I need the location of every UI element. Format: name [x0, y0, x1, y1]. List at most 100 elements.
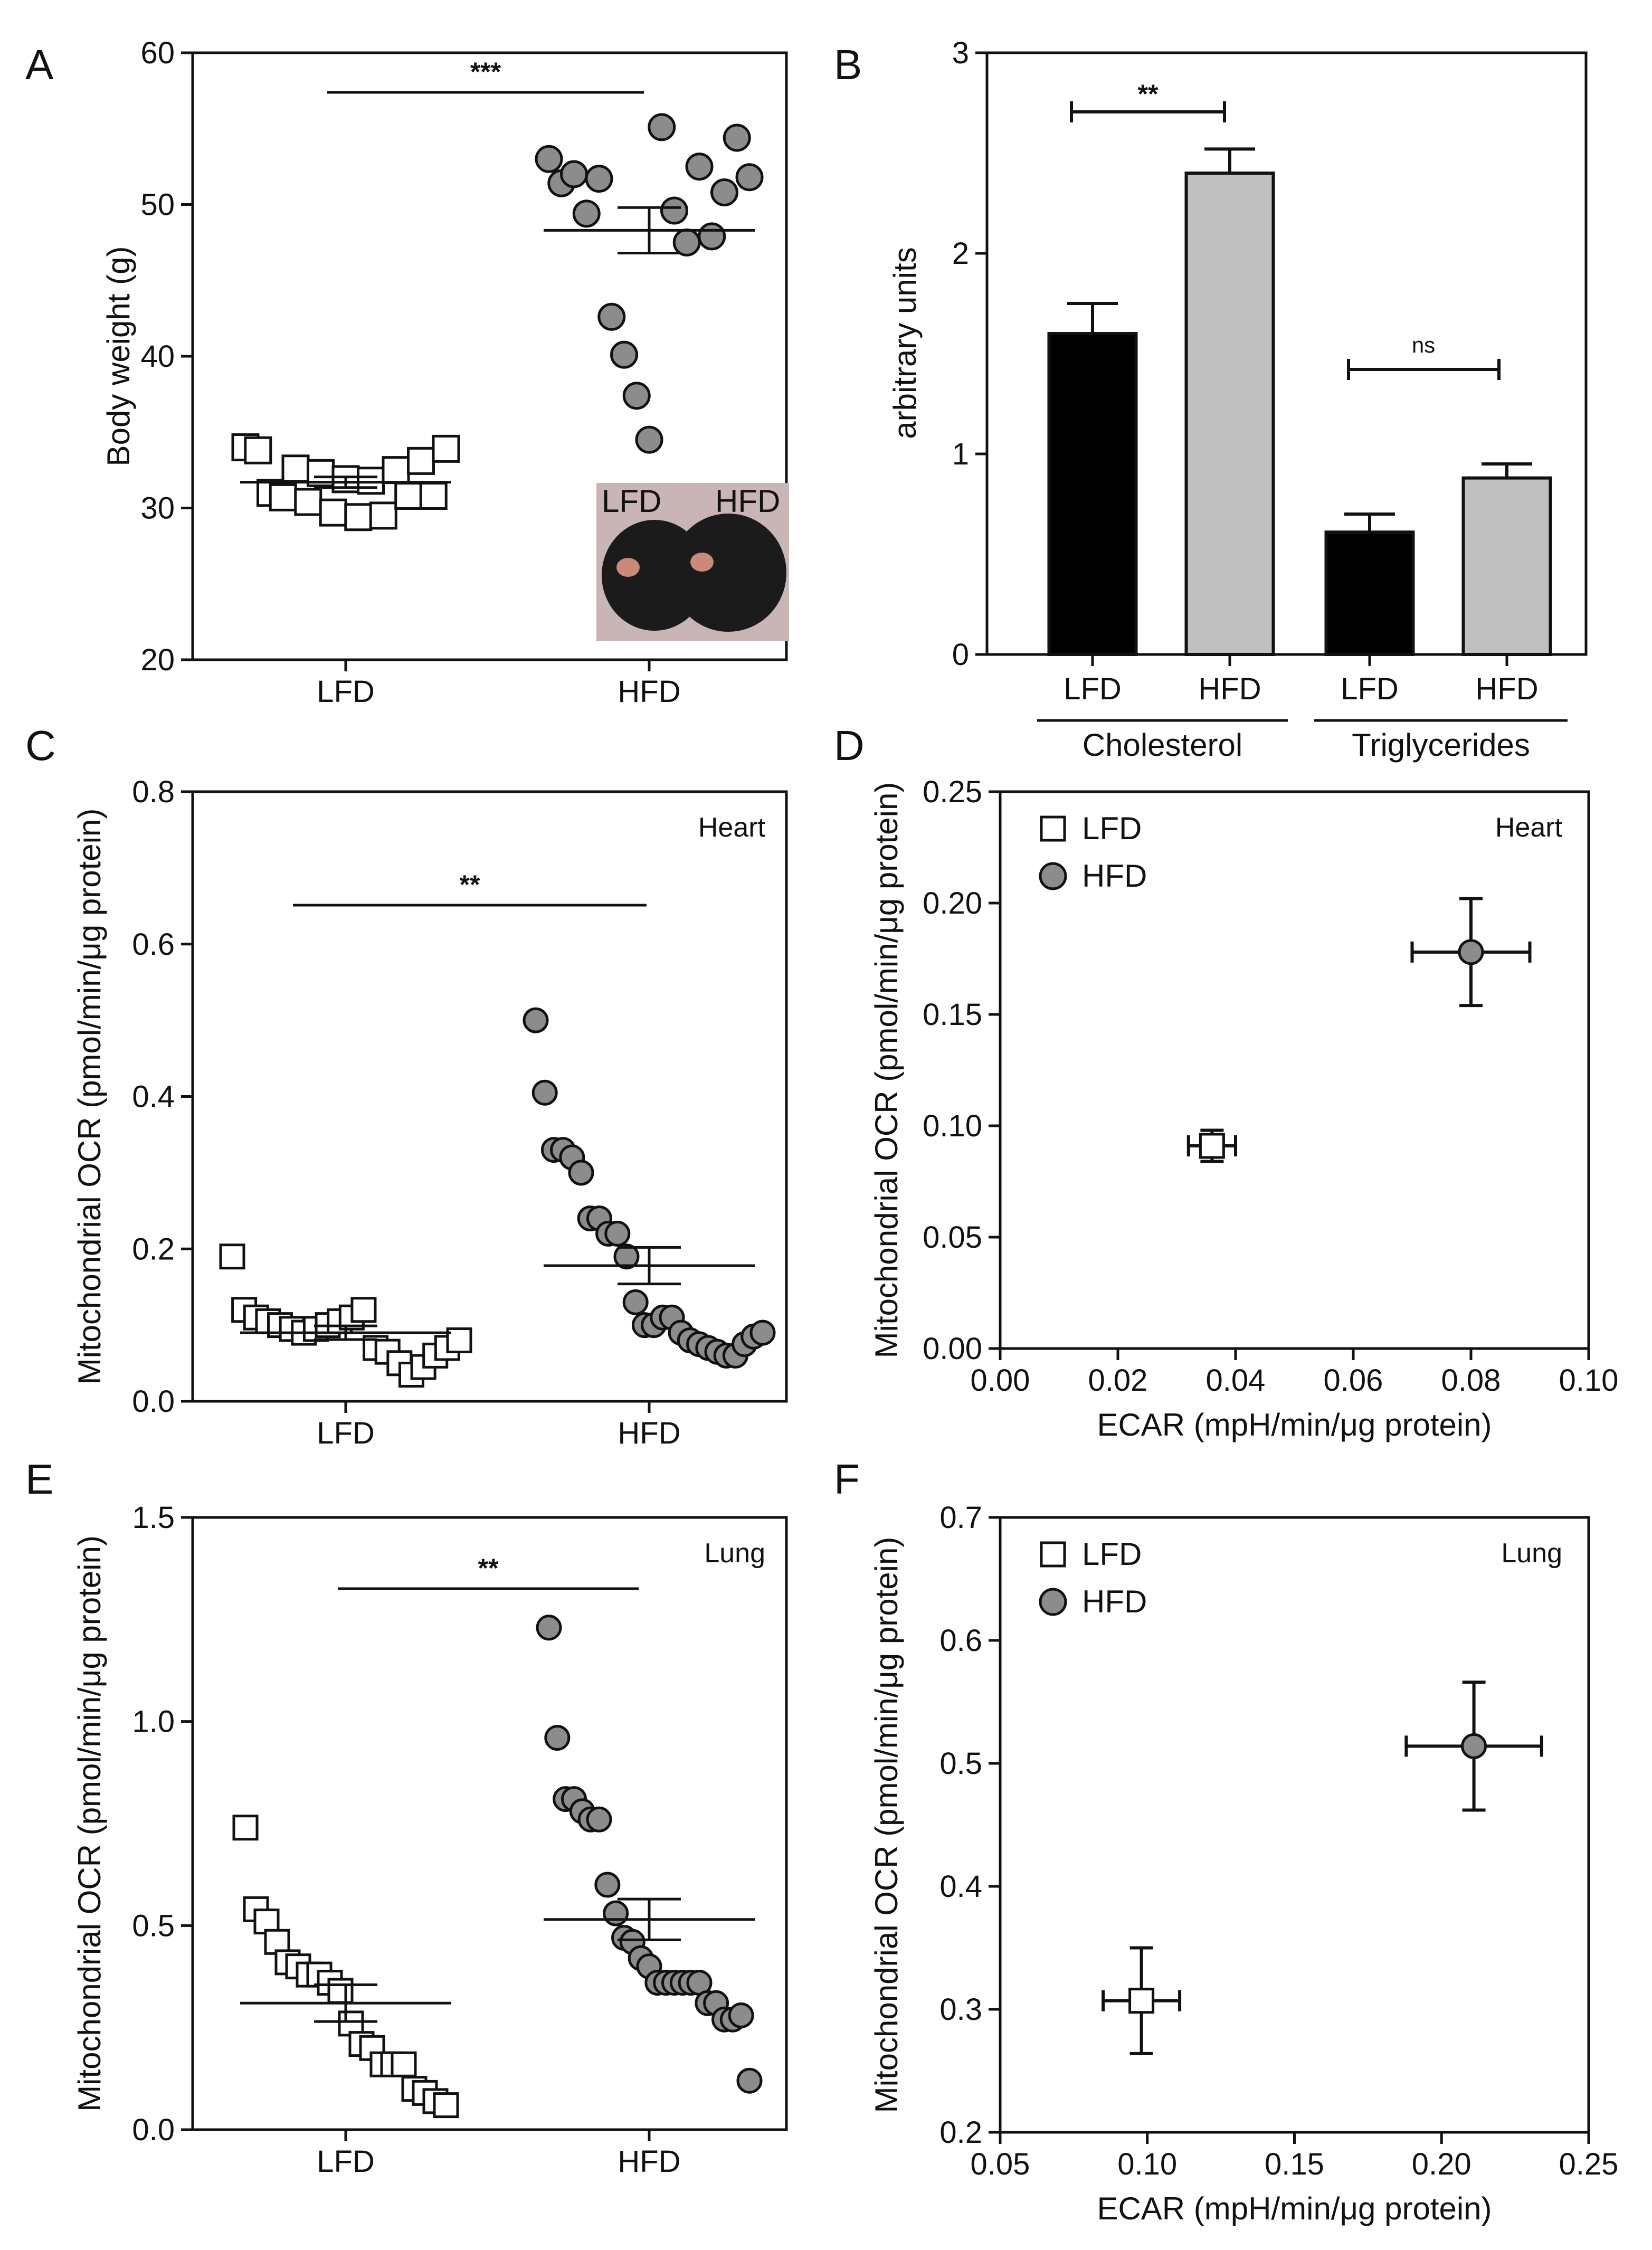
hfd-point [568, 1160, 594, 1186]
x-tick-label: LFD [1341, 672, 1399, 706]
hfd-point [635, 425, 663, 454]
y-tick-label: 0.20 [923, 886, 982, 920]
y-tick-label: 0.15 [923, 998, 982, 1032]
panel-letter: E [25, 1456, 53, 1503]
y-tick-label: 0.10 [923, 1109, 982, 1143]
y-axis-title: Mitochondrial OCR (pmol/min/μg protein) [869, 1537, 904, 2113]
y-tick-label: 0.6 [939, 1624, 982, 1658]
lfd-point [344, 503, 373, 531]
x-tick-label: 0.02 [1088, 1363, 1148, 1398]
lfd-point [446, 1327, 472, 1353]
lfd-point [327, 1978, 354, 2004]
hfd-point [585, 165, 613, 193]
hfd-point [560, 160, 588, 188]
y-tick-label: 20 [140, 643, 175, 677]
y-tick-label: 1 [952, 437, 969, 471]
x-tick-label: 0.05 [971, 2147, 1030, 2181]
y-tick-label: 0.2 [132, 1232, 175, 1266]
x-tick-label: HFD [618, 2144, 680, 2179]
legend-lfd-label: LFD [1082, 811, 1142, 846]
y-tick-label: 2 [952, 236, 969, 271]
hfd-point [723, 124, 751, 152]
hfd-point [597, 302, 626, 331]
panel-D: D 0.00 0.05 0.10 0.15 0.20 0.25 0.00 0.02 0.04 0.0… [834, 722, 1618, 1442]
lfd-point [319, 498, 347, 527]
significance-label: ns [1412, 333, 1435, 357]
y-axis-title: Mitochondrial OCR (pmol/min/μg protein) [72, 1535, 107, 2112]
hfd-point [544, 1725, 571, 1751]
panel-F: F 0.2 0.3 0.4 0.5 0.6 0.7 0.05 0.10 0.15 0.20 0.25 E… [834, 1456, 1618, 2226]
significance-label: ** [460, 870, 480, 899]
lfd-point [1199, 1133, 1225, 1159]
lfd-point [294, 488, 322, 516]
panel-letter: C [25, 722, 56, 769]
panel-letter: D [834, 722, 865, 769]
legend-lfd-label: LFD [1082, 1536, 1142, 1572]
y-tick-label: 0.0 [132, 2113, 175, 2147]
x-tick-label: 0.08 [1441, 1363, 1501, 1398]
bar [1047, 332, 1138, 656]
y-tick-label: 1.0 [132, 1705, 175, 1739]
y-tick-label: 0.05 [923, 1220, 982, 1255]
x-axis-title: ECAR (mpH/min/μg protein) [1097, 1407, 1492, 1442]
x-tick-label: 0.15 [1265, 2147, 1324, 2181]
y-axis-title: arbitrary units [887, 247, 923, 439]
bar [1184, 172, 1275, 656]
lfd-point [281, 454, 310, 483]
hfd-point [572, 200, 601, 228]
y-tick-label: 0.4 [939, 1869, 982, 1904]
bar [1461, 476, 1552, 656]
y-tick-label: 0.4 [132, 1080, 175, 1114]
panel-E: E 0.0 0.5 1.0 1.5 Mitochondrial OCR (pmol/min… [25, 1456, 788, 2179]
lfd-point [407, 447, 435, 475]
panel-letter: B [834, 41, 862, 88]
y-tick-label: 0 [952, 638, 969, 672]
lfd-point [1128, 1988, 1155, 2014]
legend-lfd-marker [1040, 815, 1066, 842]
hfd-point [622, 382, 651, 410]
y-tick-label: 30 [140, 491, 175, 526]
y-tick-label: 1.5 [132, 1501, 175, 1535]
y-tick-label: 0.6 [132, 927, 175, 962]
ear-hfd [690, 553, 714, 572]
x-tick-label: 0.06 [1324, 1363, 1383, 1398]
inset-label-lfd: LFD [602, 483, 661, 519]
x-tick-label: HFD [1475, 672, 1538, 706]
panel-A: A 20 30 40 50 60 Body weight (g) LFD HFD *** LFD HF… [25, 36, 789, 709]
hfd-point [536, 1615, 562, 1641]
bar [1324, 530, 1415, 657]
panel-C: C 0.0 0.2 0.4 0.6 0.8 Mitochondrial OCR (pmol/… [25, 722, 788, 1450]
y-tick-label: 60 [140, 36, 175, 70]
x-tick-label: 0.25 [1559, 2147, 1619, 2181]
tissue-label: Heart [1495, 812, 1563, 843]
tissue-label: Lung [704, 1538, 765, 1569]
group-label: Triglycerides [1352, 727, 1530, 763]
significance-label: *** [470, 57, 501, 87]
hfd-point [685, 153, 714, 181]
x-tick-label: 0.10 [1559, 1363, 1619, 1398]
hfd-point [531, 1079, 558, 1106]
mouse-hfd [670, 514, 786, 632]
legend-hfd-label: HFD [1082, 858, 1147, 894]
lfd-point [269, 483, 297, 511]
hfd-point [594, 1872, 621, 1898]
group-label: Cholesterol [1083, 727, 1243, 763]
hfd-point [749, 1319, 776, 1346]
x-tick-label: LFD [1064, 672, 1122, 706]
x-axis-title: ECAR (mpH/min/μg protein) [1097, 2191, 1492, 2226]
hfd-point [610, 340, 638, 369]
lfd-point [419, 482, 448, 510]
hfd-point [523, 1007, 549, 1033]
lfd-point [432, 434, 460, 463]
y-tick-label: 0.5 [132, 1909, 175, 1943]
lfd-point [391, 2051, 417, 2077]
lfd-point [244, 436, 272, 464]
hfd-point [613, 1243, 640, 1270]
y-tick-label: 0.00 [923, 1332, 982, 1366]
y-tick-label: 0.5 [939, 1746, 982, 1781]
significance-label: ** [478, 1553, 499, 1583]
legend-hfd-marker [1039, 1588, 1067, 1616]
hfd-point [622, 1289, 649, 1315]
legend-hfd-label: HFD [1082, 1584, 1147, 1619]
